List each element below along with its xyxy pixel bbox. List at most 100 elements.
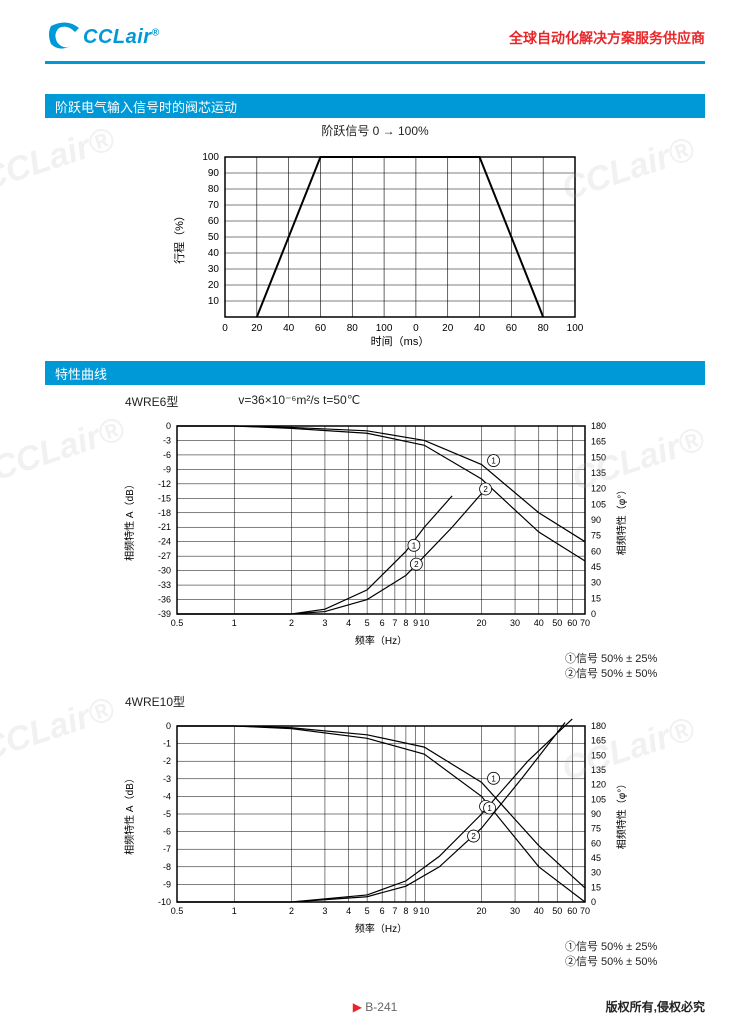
svg-text:-30: -30 [158, 566, 171, 576]
svg-text:-8: -8 [163, 862, 171, 872]
svg-text:180: 180 [591, 421, 606, 431]
svg-text:70: 70 [580, 618, 590, 628]
svg-text:20: 20 [477, 906, 487, 916]
chart-b-header: 4WRE10型 [125, 693, 705, 710]
svg-text:50: 50 [552, 618, 562, 628]
svg-text:100: 100 [567, 323, 584, 334]
svg-text:-9: -9 [163, 464, 171, 474]
svg-text:50: 50 [552, 906, 562, 916]
legend-item-2: ②信号 50% ± 50% [565, 667, 705, 682]
svg-text:0: 0 [591, 609, 596, 619]
svg-text:90: 90 [591, 515, 601, 525]
svg-text:30: 30 [591, 578, 601, 588]
svg-text:135: 135 [591, 765, 606, 775]
svg-text:0.5: 0.5 [171, 618, 184, 628]
svg-text:120: 120 [591, 484, 606, 494]
svg-text:相频特性 A（dB）: 相频特性 A（dB） [123, 479, 136, 561]
svg-text:1: 1 [491, 774, 496, 783]
svg-text:60: 60 [591, 838, 601, 848]
section1-title-bar: 阶跃电气输入信号时的阀芯运动 [45, 94, 705, 118]
section1-title: 阶跃电气输入信号时的阀芯运动 [55, 97, 237, 116]
svg-text:75: 75 [591, 823, 601, 833]
chart-b-legend: ①信号 50% ± 25% ②信号 50% ± 50% [565, 940, 705, 971]
section2-title: 特性曲线 [55, 364, 107, 383]
svg-text:0: 0 [413, 323, 419, 334]
svg-text:60: 60 [506, 323, 518, 334]
svg-text:40: 40 [534, 906, 544, 916]
bode-chart-a: 0.5123456789102030405060700-3-6-9-12-15-… [115, 418, 635, 648]
svg-text:30: 30 [208, 264, 220, 275]
chart-b-wrap: 0.5123456789102030405060700-1-2-3-4-5-6-… [45, 718, 705, 936]
svg-text:165: 165 [591, 437, 606, 447]
svg-text:4: 4 [346, 906, 351, 916]
svg-text:-10: -10 [158, 897, 171, 907]
svg-text:6: 6 [380, 906, 385, 916]
svg-text:60: 60 [567, 618, 577, 628]
svg-text:40: 40 [283, 323, 295, 334]
svg-text:-12: -12 [158, 479, 171, 489]
svg-text:9: 9 [413, 618, 418, 628]
svg-text:-39: -39 [158, 609, 171, 619]
svg-text:-1: -1 [163, 738, 171, 748]
svg-text:-6: -6 [163, 450, 171, 460]
legend-item-2: ②信号 50% ± 50% [565, 955, 705, 970]
svg-text:70: 70 [580, 906, 590, 916]
footer: ▶ B-241 版权所有,侵权必究 [0, 998, 750, 1015]
svg-text:相频特性 A（dB）: 相频特性 A（dB） [123, 773, 136, 855]
svg-text:20: 20 [251, 323, 263, 334]
svg-text:15: 15 [591, 593, 601, 603]
svg-text:-9: -9 [163, 879, 171, 889]
svg-text:10: 10 [419, 906, 429, 916]
svg-text:60: 60 [567, 906, 577, 916]
logo-text: CCLair® [83, 26, 159, 49]
svg-text:-33: -33 [158, 580, 171, 590]
svg-text:90: 90 [591, 809, 601, 819]
svg-text:150: 150 [591, 452, 606, 462]
svg-text:频率（Hz）: 频率（Hz） [355, 922, 407, 935]
svg-text:5: 5 [365, 906, 370, 916]
svg-text:频率（Hz）: 频率（Hz） [355, 634, 407, 647]
svg-text:40: 40 [534, 618, 544, 628]
svg-text:80: 80 [347, 323, 359, 334]
svg-text:80: 80 [538, 323, 550, 334]
svg-text:60: 60 [591, 546, 601, 556]
svg-text:0: 0 [166, 721, 171, 731]
chart-a-model: 4WRE6型 [125, 393, 178, 410]
svg-text:2: 2 [289, 906, 294, 916]
header: CCLair® 全球自动化解决方案服务供应商 [45, 20, 705, 64]
svg-text:7: 7 [392, 618, 397, 628]
svg-text:-6: -6 [163, 826, 171, 836]
svg-text:9: 9 [413, 906, 418, 916]
svg-text:20: 20 [442, 323, 454, 334]
svg-text:-24: -24 [158, 537, 171, 547]
svg-text:60: 60 [208, 216, 220, 227]
svg-text:30: 30 [591, 867, 601, 877]
logo-icon [45, 22, 83, 54]
svg-text:3: 3 [322, 618, 327, 628]
svg-text:-5: -5 [163, 809, 171, 819]
svg-text:1: 1 [232, 618, 237, 628]
section2-title-bar: 特性曲线 [45, 361, 705, 385]
svg-text:70: 70 [208, 200, 220, 211]
chart-a-legend: ①信号 50% ± 25% ②信号 50% ± 50% [565, 652, 705, 683]
svg-text:-7: -7 [163, 844, 171, 854]
svg-text:165: 165 [591, 735, 606, 745]
chart1-title: 阶跃信号 0 → 100% [45, 122, 705, 139]
legend-item-1: ①信号 50% ± 25% [565, 652, 705, 667]
svg-text:1: 1 [412, 541, 417, 550]
svg-text:0: 0 [222, 323, 228, 334]
chart1-wrap: 1020304050607080901000204060801000204060… [45, 147, 705, 347]
svg-text:150: 150 [591, 750, 606, 760]
svg-text:105: 105 [591, 794, 606, 804]
svg-text:-4: -4 [163, 791, 171, 801]
svg-text:75: 75 [591, 531, 601, 541]
svg-text:2: 2 [414, 560, 419, 569]
svg-text:-21: -21 [158, 522, 171, 532]
chart-a-condition: v=36×10⁻⁶m²/s t=50℃ [238, 393, 360, 410]
logo: CCLair® [45, 22, 159, 54]
bode-chart-b: 0.5123456789102030405060700-1-2-3-4-5-6-… [115, 718, 635, 936]
svg-text:5: 5 [365, 618, 370, 628]
svg-text:120: 120 [591, 779, 606, 789]
svg-text:100: 100 [202, 152, 219, 163]
svg-text:105: 105 [591, 499, 606, 509]
